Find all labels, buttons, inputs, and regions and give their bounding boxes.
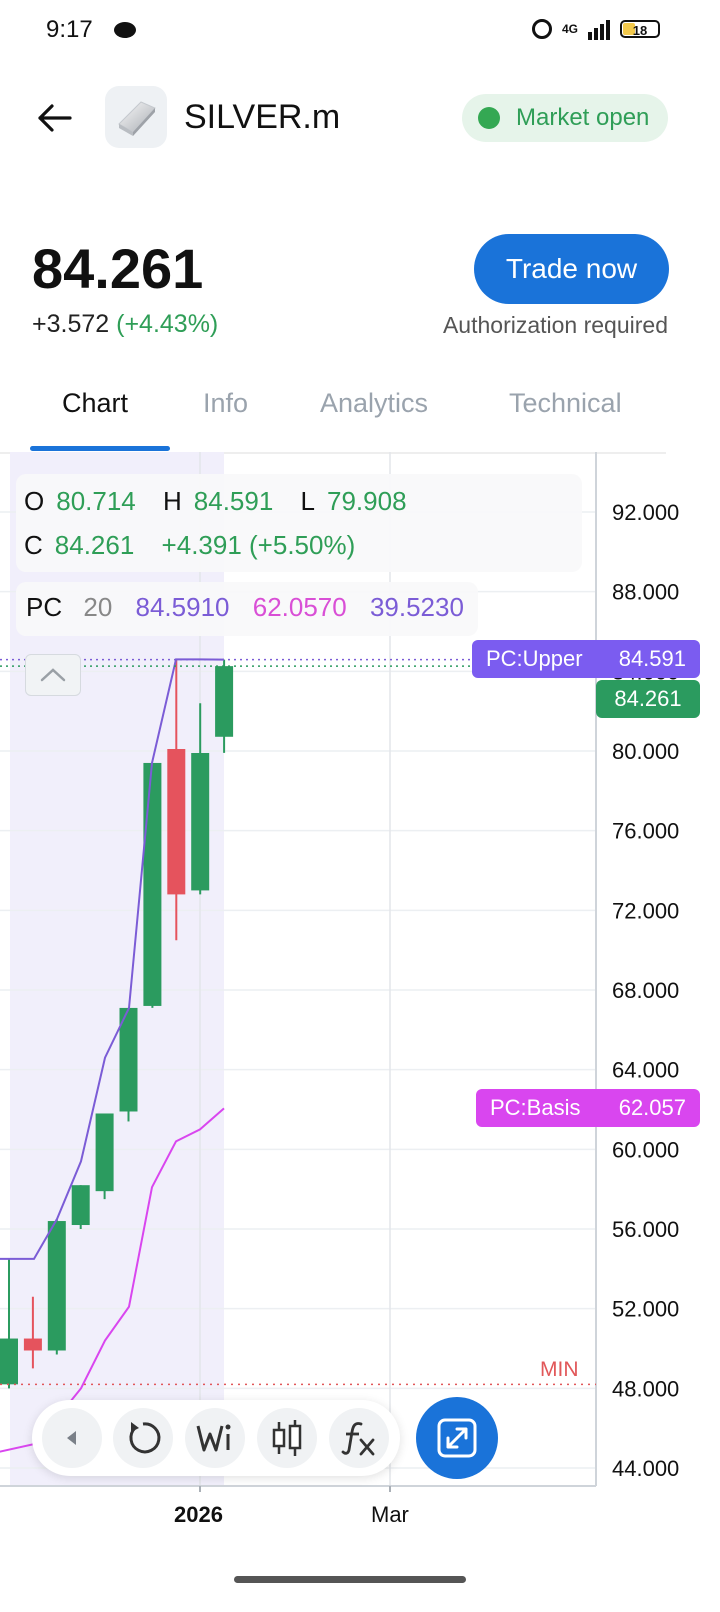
tab-technical[interactable]: Technical [509,388,622,418]
change-percent: (+4.43%) [116,310,219,338]
alarm-icon [531,19,552,39]
upper-band-tag: PC:Upper 84.591 [472,640,700,678]
scroll-back-button[interactable] [42,1408,102,1468]
x-axis-label-mar: Mar [371,1502,409,1527]
y-tick-label: 56.000 [612,1217,679,1242]
status-icons: 4G 18 [531,18,660,40]
back-arrow-icon[interactable] [34,98,74,138]
active-tab-indicator [30,446,170,451]
status-dot-icon [478,107,500,129]
low-value: 79.908 [327,486,407,516]
tab-bar: Chart Info Analytics Technical [0,380,666,454]
min-marker-label: MIN [540,1358,579,1381]
indicator-upper: 84.5910 [135,592,230,622]
trade-now-button[interactable]: Trade now [474,234,669,304]
battery-icon: 18 [620,20,660,38]
candle-body [23,1338,42,1351]
candle-body [0,1338,18,1385]
change-value: +3.572 [32,310,110,338]
candle-body [119,1007,138,1112]
last-price-tag: 84.261 [596,680,700,718]
basis-band-tag-name: PC:Basis [490,1095,581,1120]
indicator-legend[interactable]: PC 20 84.5910 62.0570 39.5230 [16,582,478,636]
y-tick-label: 48.000 [612,1376,679,1401]
close-change: +4.391 (+5.50%) [161,530,356,560]
x-axis-label-2026: 2026 [174,1502,223,1527]
status-time: 9:17 [46,16,93,43]
y-tick-label: 52.000 [612,1297,679,1322]
tab-info[interactable]: Info [203,388,249,418]
current-price: 84.261 [32,237,204,300]
expand-icon [437,1418,477,1458]
open-value: 80.714 [56,486,136,516]
indicators-button[interactable] [329,1408,389,1468]
silver-bar-icon [118,101,156,136]
ohlc-legend: O 80.714 H 84.591 L 79.908 C 84.261 +4.391 (… [16,474,582,572]
upper-band-tag-value: 84.591 [618,646,686,671]
fullscreen-button[interactable] [416,1397,498,1479]
y-tick-label: 64.000 [612,1058,679,1083]
market-status-text: Market open [516,104,650,131]
chevron-up-icon [40,668,66,682]
candle-body [191,752,210,891]
indicator-name: PC [26,592,63,622]
drawing-tools-button[interactable] [185,1408,245,1468]
signal-icon [588,18,610,40]
tab-chart[interactable]: Chart [62,388,129,418]
low-label: L [300,486,316,516]
home-indicator[interactable] [234,1576,466,1583]
y-tick-label: 88.000 [612,580,679,605]
candle-body [47,1221,66,1351]
chart-toolbar [32,1400,400,1476]
high-label: H [163,486,182,516]
y-tick-label: 80.000 [612,739,679,764]
candle-body [143,762,162,1006]
tab-analytics[interactable]: Analytics [320,388,429,418]
upper-band-tag-name: PC:Upper [486,646,583,671]
close-label: C [24,530,43,560]
close-value: 84.261 [54,530,135,560]
price-change: +3.572 (+4.43%) [32,310,218,339]
basis-band-tag: PC:Basis 62.057 [476,1089,700,1127]
collapse-legend-button[interactable] [25,654,81,696]
chevron-left-icon [67,1431,76,1445]
chat-bubble-icon [114,22,136,38]
market-status-badge: Market open [462,94,668,142]
open-label: O [24,486,45,516]
high-value: 84.591 [193,486,274,516]
y-tick-label: 44.000 [612,1456,679,1481]
indicator-basis: 62.0570 [252,592,347,622]
rotate-icon [129,1422,161,1454]
candle-body [71,1185,90,1226]
candles-icon [272,1420,302,1456]
y-tick-label: 76.000 [612,819,679,844]
authorization-note: Authorization required [442,312,668,338]
basis-band-tag-value: 62.057 [618,1095,686,1120]
fx-icon [341,1422,375,1456]
y-tick-label: 72.000 [612,898,679,923]
reset-chart-button[interactable] [113,1408,173,1468]
chart-type-button[interactable] [257,1408,317,1468]
y-tick-label: 60.000 [612,1137,679,1162]
last-price-tag-value: 84.261 [614,686,682,711]
y-tick-label: 92.000 [612,500,679,525]
instrument-symbol: SILVER.m [184,98,341,136]
battery-level: 18 [632,23,648,38]
candle-body [215,666,234,737]
candle-body [167,749,186,895]
network-label: 4G [561,22,578,36]
silver-logo [105,86,167,148]
wi-icon [196,1424,231,1452]
y-tick-label: 68.000 [612,978,679,1003]
indicator-lower: 39.5230 [369,592,464,622]
indicator-length: 20 [83,592,113,622]
candle-body [95,1113,114,1192]
